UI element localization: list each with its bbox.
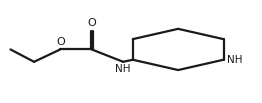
Text: O: O (56, 37, 65, 47)
Text: NH: NH (115, 64, 131, 74)
Text: NH: NH (227, 55, 242, 65)
Text: O: O (87, 18, 96, 28)
